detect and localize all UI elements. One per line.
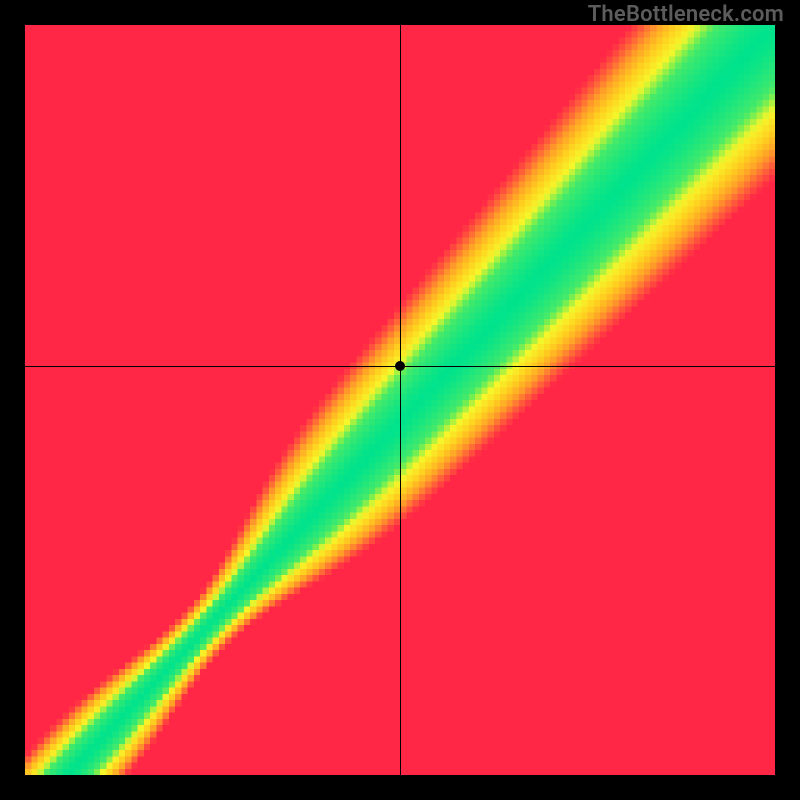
marker-dot [395,361,405,371]
watermark-text: TheBottleneck.com [588,2,784,27]
crosshair-vertical [400,25,401,775]
chart-frame: TheBottleneck.com [0,0,800,800]
